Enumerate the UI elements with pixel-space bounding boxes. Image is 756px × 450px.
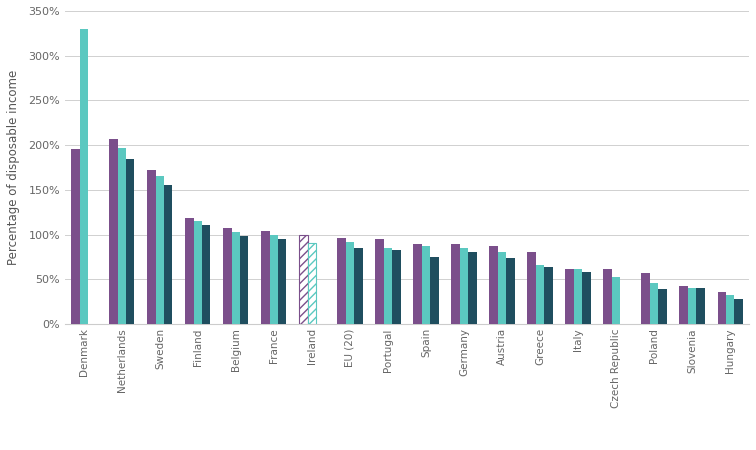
Bar <box>262 231 270 324</box>
Bar <box>223 228 232 324</box>
Bar <box>612 277 620 324</box>
Bar <box>422 246 430 324</box>
Bar <box>156 176 164 324</box>
Bar <box>202 225 210 324</box>
Bar <box>468 252 476 324</box>
Bar <box>278 239 287 324</box>
Bar <box>574 269 582 324</box>
Bar <box>354 248 362 324</box>
Bar <box>194 221 202 324</box>
Bar <box>544 267 553 324</box>
Bar <box>658 289 667 324</box>
Bar <box>489 246 497 324</box>
Y-axis label: Percentage of disposable income: Percentage of disposable income <box>7 70 20 265</box>
Bar <box>308 243 316 324</box>
Bar <box>642 273 650 324</box>
Bar <box>337 238 345 324</box>
Bar <box>240 236 249 324</box>
Bar <box>688 288 696 324</box>
Bar <box>460 248 468 324</box>
Bar <box>717 292 726 324</box>
Bar <box>414 243 422 324</box>
Bar <box>71 148 79 324</box>
Bar <box>110 139 118 324</box>
Bar <box>164 185 172 324</box>
Bar <box>118 148 126 324</box>
Bar <box>185 217 194 324</box>
Bar <box>680 287 688 324</box>
Bar <box>232 232 240 324</box>
Bar <box>451 243 460 324</box>
Bar <box>603 269 612 324</box>
Legend: 2022-Q1, 2023-Q1, 2024-Q1: 2022-Q1, 2023-Q1, 2024-Q1 <box>281 449 533 450</box>
Bar <box>270 234 278 324</box>
Bar <box>147 170 156 324</box>
Bar <box>497 252 507 324</box>
Bar <box>565 269 574 324</box>
Bar <box>299 234 308 324</box>
Bar <box>430 257 438 324</box>
Bar <box>392 250 401 324</box>
Bar <box>734 299 742 324</box>
Bar <box>536 265 544 324</box>
Bar <box>696 288 705 324</box>
Bar <box>507 258 515 324</box>
Bar <box>726 295 734 324</box>
Bar <box>376 239 384 324</box>
Bar <box>384 248 392 324</box>
Bar <box>528 252 536 324</box>
Bar <box>582 272 590 324</box>
Bar <box>650 283 658 324</box>
Bar <box>126 159 135 324</box>
Bar <box>79 29 88 324</box>
Bar <box>345 242 354 324</box>
